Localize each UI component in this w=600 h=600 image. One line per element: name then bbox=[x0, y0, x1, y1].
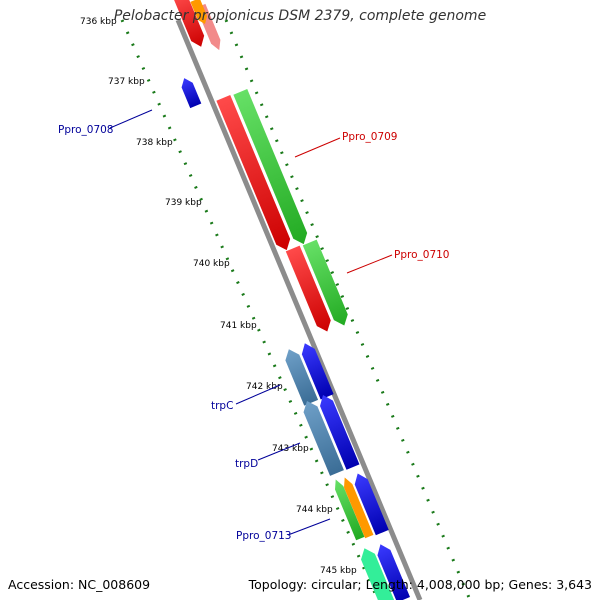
orf-arrow bbox=[354, 473, 389, 536]
gene-labels: Ppro_0708 Ppro_0709 Ppro_0710 trpC trpD Ppro_… bbox=[58, 109, 449, 542]
kbp-tick-label: 738 kbp bbox=[136, 138, 173, 148]
position-ticks: 736 kbp 737 kbp 738 kbp 739 kbp 740 kbp 741 k… bbox=[80, 17, 357, 576]
gene-label: trpC bbox=[211, 400, 233, 412]
gene-label: Ppro_0709 bbox=[342, 131, 397, 143]
gene-label-leader bbox=[287, 518, 331, 536]
orf-arrow bbox=[285, 245, 331, 332]
orf-arrow bbox=[303, 400, 344, 476]
gene-label-leader bbox=[294, 137, 341, 158]
orf-arrow bbox=[335, 479, 365, 541]
orf-arrow bbox=[172, 0, 205, 47]
orf-arrow bbox=[344, 477, 374, 539]
kbp-tick-label: 745 kbp bbox=[320, 566, 357, 576]
inner-tick-track bbox=[120, 19, 380, 600]
genome-title: Pelobacter propionicus DSM 2379, complet… bbox=[113, 8, 487, 24]
gene-label: Ppro_0710 bbox=[394, 249, 449, 261]
orf-arrow bbox=[361, 548, 395, 600]
gene-label: Ppro_0708 bbox=[58, 124, 113, 136]
kbp-tick-label: 741 kbp bbox=[220, 321, 257, 331]
kbp-tick-label: 739 kbp bbox=[165, 198, 202, 208]
orf-features bbox=[172, 0, 410, 600]
outer-tick-track bbox=[224, 19, 472, 600]
accession-text: Accession: NC_008609 bbox=[8, 577, 151, 592]
kbp-tick-label: 737 kbp bbox=[108, 77, 145, 87]
orf-arrow bbox=[302, 239, 348, 326]
orf-arrow bbox=[377, 544, 410, 600]
orf-arrow bbox=[285, 349, 319, 406]
gene-label: trpD bbox=[235, 458, 258, 470]
kbp-tick-label: 740 kbp bbox=[193, 259, 230, 269]
gene-label: Ppro_0713 bbox=[236, 530, 291, 542]
kbp-tick-label: 742 kbp bbox=[246, 382, 283, 392]
gene-label-leader bbox=[346, 254, 393, 274]
orf-arrow bbox=[216, 94, 291, 251]
gene-label-leader bbox=[235, 384, 281, 405]
orf-arrow bbox=[181, 78, 202, 109]
genome-info-text: Topology: circular; Length: 4,008,000 bp… bbox=[248, 577, 592, 592]
orf-arrow bbox=[301, 343, 334, 400]
gene-label-leader bbox=[257, 442, 301, 461]
kbp-tick-label: 736 kbp bbox=[80, 17, 117, 27]
orf-arrow bbox=[320, 394, 360, 470]
kbp-tick-label: 743 kbp bbox=[272, 444, 309, 454]
orf-arrow bbox=[190, 0, 208, 25]
gene-label-leader bbox=[109, 109, 153, 129]
kbp-tick-label: 744 kbp bbox=[296, 505, 333, 515]
orf-arrow bbox=[233, 88, 308, 245]
genome-backbone bbox=[175, 19, 423, 600]
